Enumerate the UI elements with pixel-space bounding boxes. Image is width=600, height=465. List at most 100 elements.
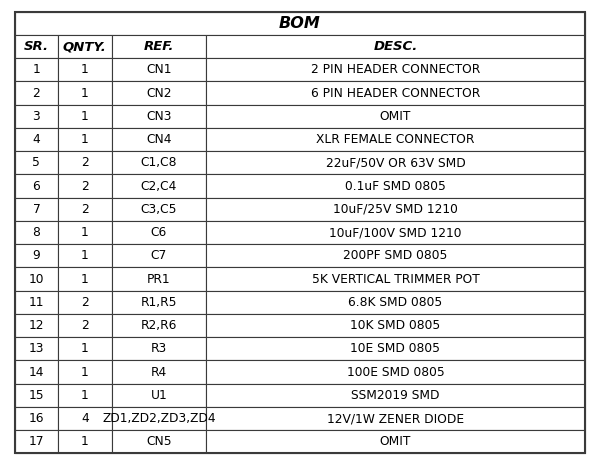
Bar: [15, 244, 58, 267]
Text: R3: R3: [151, 342, 167, 355]
Bar: [112, 221, 206, 244]
Text: R4: R4: [151, 365, 167, 379]
Text: 16: 16: [29, 412, 44, 425]
Bar: [15, 12, 585, 35]
Text: 7: 7: [32, 203, 40, 216]
Bar: [206, 174, 585, 198]
Text: 1: 1: [81, 272, 89, 286]
Bar: [112, 58, 206, 81]
Bar: [58, 174, 112, 198]
Bar: [58, 58, 112, 81]
Text: CN2: CN2: [146, 86, 172, 100]
Text: C3,C5: C3,C5: [140, 203, 177, 216]
Text: CN4: CN4: [146, 133, 172, 146]
Text: 10uF/25V SMD 1210: 10uF/25V SMD 1210: [333, 203, 458, 216]
Text: 200PF SMD 0805: 200PF SMD 0805: [343, 249, 448, 262]
Bar: [58, 35, 112, 58]
Bar: [112, 244, 206, 267]
Bar: [58, 128, 112, 151]
Bar: [58, 81, 112, 105]
Text: C7: C7: [151, 249, 167, 262]
Bar: [58, 291, 112, 314]
Text: 10: 10: [29, 272, 44, 286]
Text: 1: 1: [81, 86, 89, 100]
Bar: [58, 198, 112, 221]
Bar: [206, 221, 585, 244]
Text: 9: 9: [32, 249, 40, 262]
Text: R2,R6: R2,R6: [141, 319, 177, 332]
Bar: [15, 267, 58, 291]
Text: 22uF/50V OR 63V SMD: 22uF/50V OR 63V SMD: [326, 156, 466, 169]
Bar: [206, 337, 585, 360]
Text: 6.8K SMD 0805: 6.8K SMD 0805: [349, 296, 443, 309]
Bar: [58, 360, 112, 384]
Text: 2: 2: [81, 156, 89, 169]
Bar: [15, 151, 58, 174]
Bar: [112, 360, 206, 384]
Bar: [206, 430, 585, 453]
Bar: [15, 128, 58, 151]
Text: SSM2019 SMD: SSM2019 SMD: [351, 389, 440, 402]
Bar: [15, 291, 58, 314]
Bar: [112, 384, 206, 407]
Bar: [206, 151, 585, 174]
Bar: [112, 407, 206, 430]
Bar: [58, 314, 112, 337]
Text: 1: 1: [81, 249, 89, 262]
Bar: [15, 221, 58, 244]
Bar: [15, 105, 58, 128]
Text: 12V/1W ZENER DIODE: 12V/1W ZENER DIODE: [327, 412, 464, 425]
Text: 2: 2: [81, 179, 89, 193]
Text: 5K VERTICAL TRIMMER POT: 5K VERTICAL TRIMMER POT: [311, 272, 479, 286]
Text: C1,C8: C1,C8: [140, 156, 177, 169]
Bar: [112, 151, 206, 174]
Text: 2: 2: [81, 296, 89, 309]
Text: C2,C4: C2,C4: [141, 179, 177, 193]
Text: 12: 12: [29, 319, 44, 332]
Text: 13: 13: [29, 342, 44, 355]
Text: CN3: CN3: [146, 110, 172, 123]
Text: 4: 4: [81, 412, 89, 425]
Text: 2 PIN HEADER CONNECTOR: 2 PIN HEADER CONNECTOR: [311, 63, 480, 76]
Text: 10uF/100V SMD 1210: 10uF/100V SMD 1210: [329, 226, 462, 239]
Bar: [15, 430, 58, 453]
Bar: [15, 314, 58, 337]
Bar: [58, 407, 112, 430]
Text: ZD1,ZD2,ZD3,ZD4: ZD1,ZD2,ZD3,ZD4: [102, 412, 216, 425]
Text: 14: 14: [29, 365, 44, 379]
Bar: [112, 174, 206, 198]
Bar: [15, 360, 58, 384]
Text: 3: 3: [32, 110, 40, 123]
Text: SR.: SR.: [24, 40, 49, 53]
Bar: [58, 384, 112, 407]
Text: 17: 17: [29, 435, 44, 448]
Bar: [15, 81, 58, 105]
Text: 2: 2: [81, 203, 89, 216]
Bar: [58, 267, 112, 291]
Bar: [58, 430, 112, 453]
Text: 5: 5: [32, 156, 40, 169]
Bar: [15, 384, 58, 407]
Text: DESC.: DESC.: [373, 40, 418, 53]
Text: 1: 1: [32, 63, 40, 76]
Bar: [206, 314, 585, 337]
Text: QNTY.: QNTY.: [63, 40, 107, 53]
Bar: [206, 128, 585, 151]
Bar: [206, 244, 585, 267]
Bar: [112, 128, 206, 151]
Bar: [112, 314, 206, 337]
Text: XLR FEMALE CONNECTOR: XLR FEMALE CONNECTOR: [316, 133, 475, 146]
Text: 100E SMD 0805: 100E SMD 0805: [347, 365, 445, 379]
Text: 1: 1: [81, 435, 89, 448]
Text: 1: 1: [81, 226, 89, 239]
Text: PR1: PR1: [147, 272, 171, 286]
Bar: [206, 384, 585, 407]
Text: 1: 1: [81, 110, 89, 123]
Bar: [58, 244, 112, 267]
Bar: [206, 58, 585, 81]
Text: CN5: CN5: [146, 435, 172, 448]
Bar: [112, 198, 206, 221]
Bar: [112, 291, 206, 314]
Text: 6 PIN HEADER CONNECTOR: 6 PIN HEADER CONNECTOR: [311, 86, 480, 100]
Bar: [206, 35, 585, 58]
